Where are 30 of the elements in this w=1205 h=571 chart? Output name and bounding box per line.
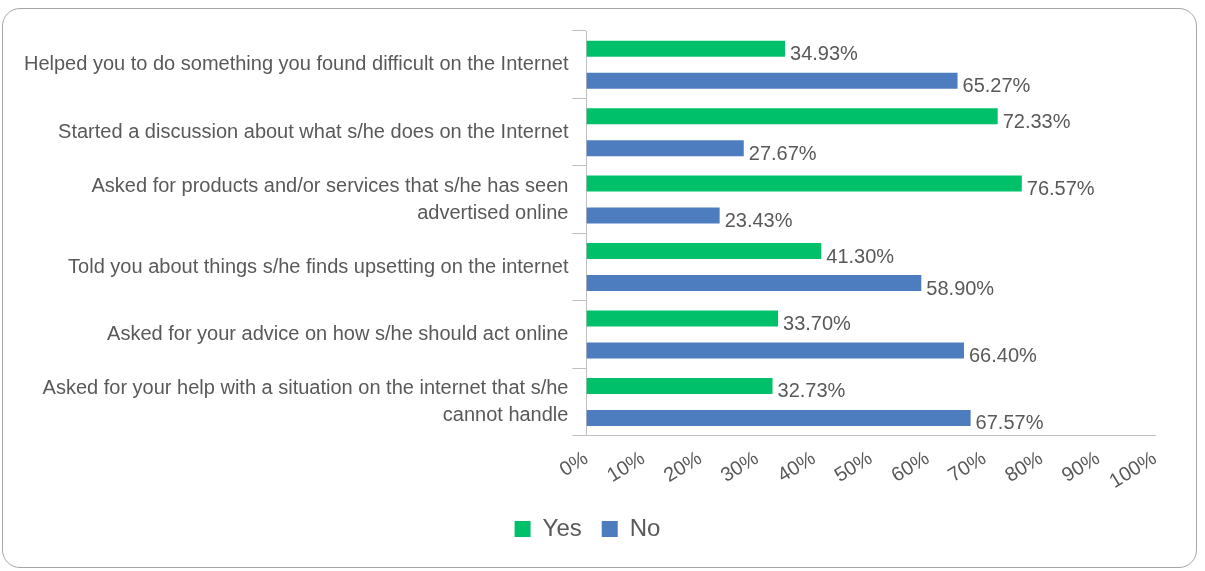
data-label: 41.30%: [826, 244, 895, 267]
y-tick-label: Told you about things s/he finds upsetting on the internet: [68, 254, 569, 277]
x-tick-label: 80%: [1000, 446, 1047, 487]
data-label: 33.70%: [783, 311, 852, 334]
legend-label: Yes: [542, 513, 582, 541]
x-tick-label: 70%: [943, 446, 990, 487]
x-tick-label: 50%: [830, 446, 876, 487]
x-tick-label: 90%: [1057, 446, 1104, 487]
y-tick-label: Helped you to do something you found difficult on the Internet: [23, 52, 569, 75]
y-tick-label: Asked for your advice on how s/he should act online: [107, 321, 569, 344]
data-label: 58.90%: [926, 276, 995, 299]
data-label: 27.67%: [748, 141, 817, 164]
x-tick-label: 60%: [886, 446, 933, 487]
x-tick-label: 30%: [716, 446, 763, 487]
x-tick-label: 40%: [773, 446, 820, 487]
data-label: 65.27%: [962, 74, 1031, 97]
x-tick-label: 0%: [555, 446, 592, 481]
y-tick-label: Started a discussion about what s/he does on the Internet: [58, 119, 569, 142]
data-label: 76.57%: [1026, 177, 1095, 200]
y-tick-label: Asked for products and/or services that s/he has seen advertised online: [91, 173, 569, 223]
data-label: 67.57%: [975, 411, 1044, 434]
x-tick-label: 10%: [602, 446, 649, 487]
x-tick-label: 20%: [659, 446, 706, 487]
data-label: 23.43%: [724, 209, 793, 232]
data-label: 34.93%: [790, 42, 859, 65]
data-label: 66.40%: [968, 344, 1038, 366]
data-label: 72.33%: [1002, 109, 1071, 132]
legend-label: No: [629, 513, 661, 541]
data-label: 32.73%: [777, 379, 846, 402]
y-tick-label: Asked for your help with a situation on the internet that s/he cannot handle: [42, 375, 569, 425]
